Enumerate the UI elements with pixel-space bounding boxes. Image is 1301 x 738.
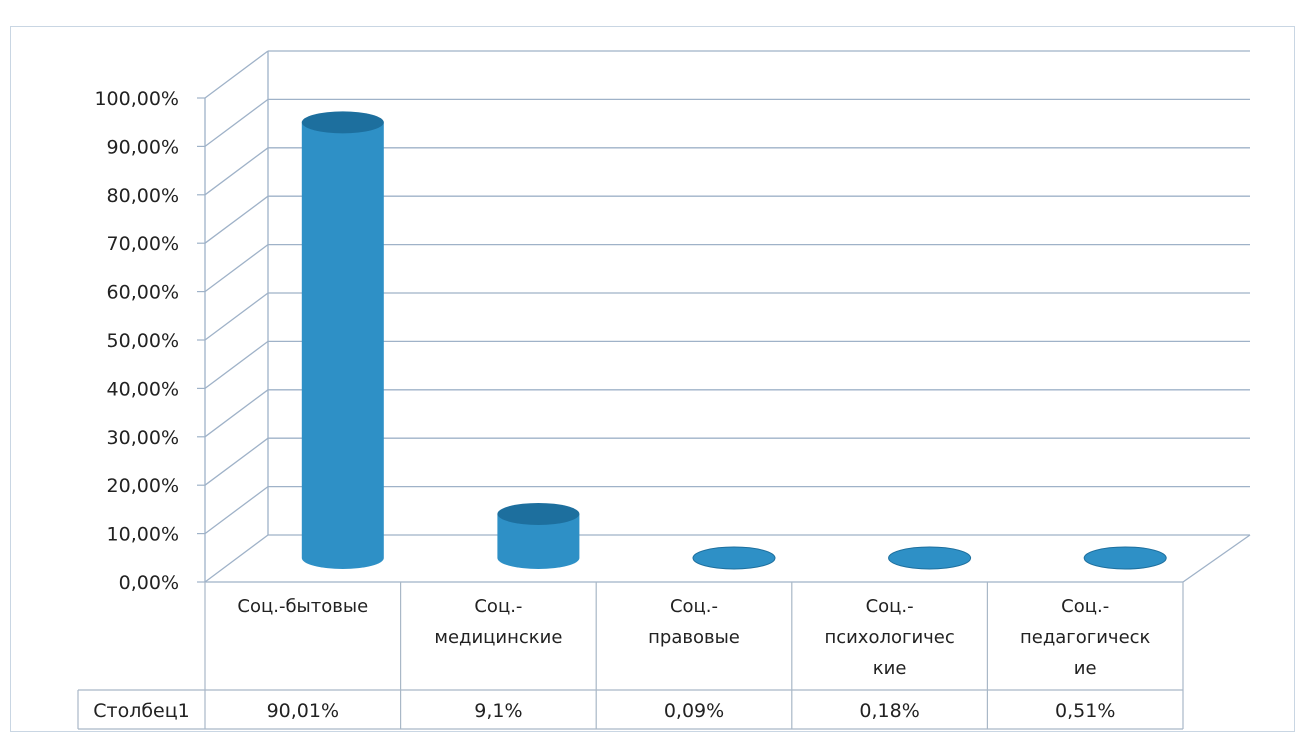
bar-top [497, 502, 580, 525]
y-tick-label: 10,00% [107, 524, 179, 546]
bar-top [888, 546, 972, 570]
category-label: психологичес [824, 627, 954, 648]
y-tick-label: 50,00% [107, 330, 179, 352]
bars [301, 111, 1167, 570]
y-tick-label: 70,00% [107, 233, 179, 255]
data-label: 0,18% [859, 700, 919, 722]
bar-body [497, 513, 580, 569]
gridline-diagonal [204, 486, 269, 535]
data-label: 0,09% [664, 700, 724, 722]
series-name: Столбец1 [93, 700, 190, 722]
bar-top [692, 546, 776, 570]
category-label: Соц.- [866, 596, 914, 617]
bar [1083, 546, 1167, 570]
category-label: педагогическ [1020, 627, 1151, 648]
y-tick-label: 0,00% [119, 572, 179, 594]
category-label: Соц.- [1061, 596, 1109, 617]
bar-top [1083, 546, 1167, 570]
category-label: медицинские [434, 627, 562, 648]
bar [301, 111, 384, 570]
y-tick-label: 40,00% [107, 378, 179, 400]
data-label: 90,01% [267, 700, 339, 722]
y-tick-label: 20,00% [107, 475, 179, 497]
gridline-diagonal [204, 98, 269, 147]
category-label: Соц.-бытовые [237, 596, 368, 617]
bar [692, 546, 776, 570]
category-label: кие [873, 658, 907, 679]
bar [888, 546, 972, 570]
data-label: 0,51% [1055, 700, 1115, 722]
bar-body [301, 122, 384, 570]
category-label: правовые [648, 627, 740, 648]
grid [204, 50, 1251, 583]
gridline-diagonal [204, 50, 269, 99]
category-label: Соц.- [474, 596, 522, 617]
gridline-diagonal [204, 147, 269, 196]
y-axis-ticks: 0,00% 10,00% 20,00% 30,00% 40,00% 50,00% 60,00… [94, 88, 205, 594]
category-label: ие [1074, 658, 1097, 679]
gridline-diagonal [204, 389, 269, 438]
gridline-diagonal [204, 437, 269, 486]
y-tick-label: 80,00% [107, 185, 179, 207]
category-label: Соц.- [670, 596, 718, 617]
chart-frame [10, 26, 1295, 732]
bar-top [301, 111, 384, 134]
gridline-diagonal [204, 195, 269, 244]
y-tick-label: 90,00% [107, 136, 179, 158]
gridline-diagonal [204, 340, 269, 389]
y-tick-label: 60,00% [107, 282, 179, 304]
y-tick-label: 100,00% [94, 88, 179, 110]
gridline-diagonal [204, 292, 269, 341]
floor-right-edge [1182, 534, 1251, 583]
gridline-diagonal [204, 244, 269, 293]
data-table: Соц.-бытовые Соц.- медицинские Соц.- правовы… [77, 582, 1184, 730]
gridline-diagonal [204, 534, 269, 583]
y-tick-label: 30,00% [107, 427, 179, 449]
data-label: 9,1% [474, 700, 522, 722]
bar [497, 502, 580, 569]
